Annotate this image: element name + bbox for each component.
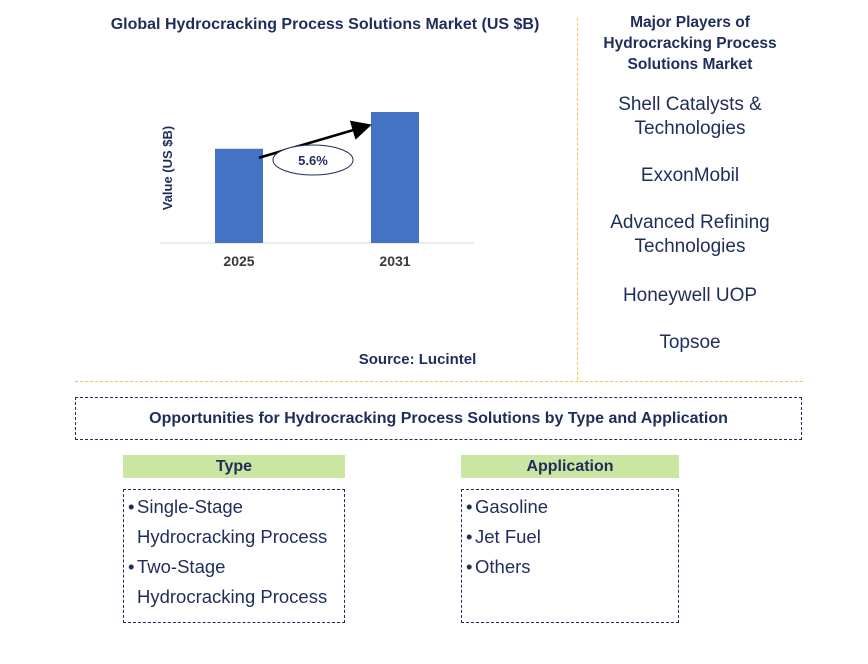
type-header: Type <box>123 455 345 478</box>
application-header: Application <box>461 455 679 478</box>
opportunities-title: Opportunities for Hydrocracking Process … <box>75 397 802 440</box>
player-name-line: Topsoe <box>659 332 721 353</box>
player-name-line: Technologies <box>634 236 746 257</box>
player-topsoe: Topsoe <box>590 331 790 355</box>
list-item: • Others <box>466 552 678 582</box>
vertical-divider <box>577 18 578 380</box>
player-name-line: Shell Catalysts & <box>618 94 762 115</box>
bar-2031 <box>371 112 419 243</box>
list-item: • Two-Stage Hydrocracking Process <box>128 552 344 612</box>
bullet: • <box>466 526 473 547</box>
players-title-line: Solutions Market <box>627 56 753 73</box>
item-line: Hydrocracking Process <box>137 526 328 547</box>
application-list: • Gasoline • Jet Fuel • Others <box>461 489 679 623</box>
bullet: • <box>128 556 135 577</box>
player-honeywell: Honeywell UOP <box>590 284 790 308</box>
player-name-line: Honeywell UOP <box>622 285 758 306</box>
player-name-line: ExxonMobil <box>640 165 740 186</box>
player-exxonmobil: ExxonMobil <box>590 164 790 188</box>
players-title-line: Major Players of <box>630 14 750 31</box>
item-line: Two-Stage <box>137 556 226 577</box>
horizontal-divider <box>75 381 803 382</box>
bar-2025 <box>215 148 263 243</box>
growth-arrow <box>258 120 372 159</box>
cagr-label: 5.6% <box>298 153 328 168</box>
bullet: • <box>128 496 135 517</box>
player-name-line: Advanced Refining <box>610 212 770 233</box>
list-item: • Single-Stage Hydrocracking Process <box>128 492 344 552</box>
list-item: • Jet Fuel <box>466 522 678 552</box>
list-item: • Gasoline <box>466 492 678 522</box>
x-tick-label: 2025 <box>223 253 254 269</box>
item-line: Gasoline <box>475 496 549 517</box>
type-list: • Single-Stage Hydrocracking Process • T… <box>123 489 345 623</box>
y-axis-label: Value (US $B) <box>160 126 175 211</box>
item-line: Single-Stage <box>137 496 243 517</box>
bar-chart: Value (US $B) 2025 2031 5.6% <box>160 112 474 269</box>
item-line: Hydrocracking Process <box>137 586 328 607</box>
source-note: Source: Lucintel <box>358 351 477 368</box>
item-line: Jet Fuel <box>475 526 541 547</box>
bullet: • <box>466 496 473 517</box>
bullet: • <box>466 556 473 577</box>
player-advanced-refining: Advanced Refining Technologies <box>590 211 790 259</box>
cagr-ellipse <box>272 144 354 176</box>
x-tick-label: 2031 <box>379 253 410 269</box>
player-name-line: Technologies <box>634 118 746 139</box>
player-shell: Shell Catalysts & Technologies <box>590 93 790 141</box>
item-line: Others <box>475 556 531 577</box>
players-title-line: Hydrocracking Process <box>603 35 777 52</box>
players-title: Major Players of Hydrocracking Process S… <box>585 12 795 75</box>
chart-title: Global Hydrocracking Process Solutions M… <box>110 16 540 33</box>
